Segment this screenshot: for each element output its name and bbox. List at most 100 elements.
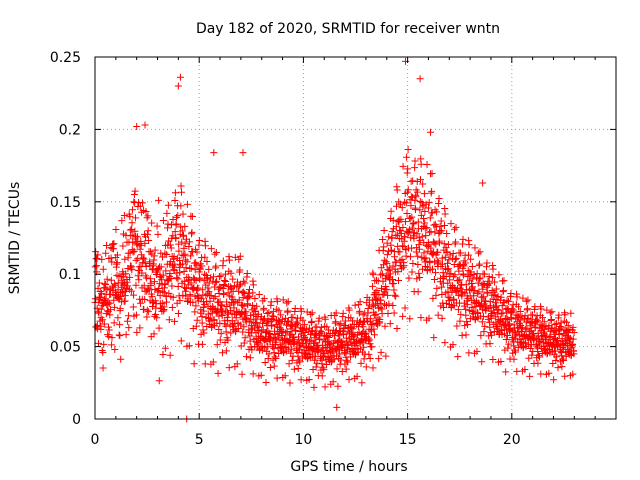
- data-point: [144, 227, 152, 235]
- data-point: [144, 230, 152, 238]
- data-point: [412, 193, 420, 201]
- data-point: [103, 242, 111, 250]
- data-point: [305, 376, 313, 384]
- data-point: [251, 295, 259, 303]
- data-point: [541, 325, 549, 333]
- data-point: [215, 272, 223, 280]
- data-point: [476, 274, 484, 282]
- data-point: [525, 354, 533, 362]
- data-point: [399, 312, 407, 320]
- data-point: [153, 222, 161, 230]
- data-point: [433, 284, 441, 292]
- data-point: [401, 233, 409, 241]
- data-point: [222, 270, 230, 278]
- data-point: [445, 256, 453, 264]
- data-point: [385, 233, 393, 241]
- data-point: [223, 303, 231, 311]
- data-point: [323, 361, 331, 369]
- data-point: [357, 359, 365, 367]
- data-point: [423, 224, 431, 232]
- data-point: [253, 302, 261, 310]
- data-point-outlier: [416, 75, 424, 83]
- data-point: [141, 296, 149, 304]
- data-point: [110, 240, 118, 248]
- data-point: [108, 258, 116, 266]
- data-point: [228, 321, 236, 329]
- data-point: [440, 222, 448, 230]
- data-point: [417, 176, 425, 184]
- data-point: [239, 302, 246, 310]
- data-point: [307, 310, 315, 318]
- data-point: [506, 320, 514, 328]
- data-point: [159, 216, 167, 224]
- data-point: [382, 352, 390, 360]
- data-point: [188, 228, 196, 236]
- data-point: [441, 210, 449, 218]
- data-point: [104, 331, 112, 339]
- data-point: [236, 252, 244, 260]
- data-point: [160, 303, 168, 311]
- data-point: [268, 322, 276, 330]
- data-point: [113, 259, 121, 267]
- data-point: [459, 235, 467, 243]
- data-point: [297, 307, 305, 315]
- data-point: [124, 282, 132, 290]
- data-point: [486, 323, 494, 331]
- data-point: [383, 251, 391, 259]
- data-point: [92, 323, 100, 331]
- data-point: [443, 248, 451, 256]
- data-point: [182, 285, 190, 293]
- data-point: [417, 314, 425, 322]
- data-point: [414, 218, 422, 226]
- data-point: [142, 262, 150, 270]
- data-point: [487, 314, 495, 322]
- data-point: [425, 204, 433, 212]
- data-point: [176, 269, 184, 277]
- data-point: [406, 315, 414, 323]
- data-point: [428, 265, 436, 273]
- data-point: [416, 198, 424, 206]
- data-point: [157, 263, 165, 271]
- data-point: [130, 247, 138, 255]
- data-point: [187, 252, 195, 260]
- data-point: [500, 277, 508, 285]
- data-point: [249, 281, 257, 289]
- data-point: [220, 277, 228, 285]
- data-point: [177, 202, 185, 210]
- data-point: [204, 284, 212, 292]
- data-point: [570, 329, 578, 337]
- data-point: [553, 353, 561, 361]
- data-point: [285, 360, 293, 368]
- data-point: [144, 212, 152, 220]
- data-point: [473, 347, 481, 355]
- data-point: [246, 337, 254, 345]
- data-point: [128, 206, 136, 214]
- data-point: [139, 254, 147, 262]
- data-point: [196, 275, 204, 283]
- data-point: [333, 365, 341, 373]
- data-point: [168, 282, 176, 290]
- data-point: [165, 316, 173, 324]
- data-point: [212, 248, 220, 256]
- data-point: [569, 370, 577, 378]
- data-point-outlier: [174, 82, 182, 90]
- data-point: [383, 286, 391, 294]
- data-point: [100, 320, 108, 328]
- data-point: [468, 263, 476, 271]
- data-point: [382, 258, 390, 266]
- data-point: [438, 283, 446, 291]
- data-point: [316, 327, 324, 335]
- data-point: [441, 339, 449, 347]
- data-point: [236, 266, 244, 274]
- data-point: [181, 250, 189, 258]
- data-point: [95, 279, 103, 287]
- data-point: [239, 328, 247, 336]
- data-point: [411, 157, 419, 165]
- data-point: [490, 309, 498, 317]
- data-point: [426, 214, 434, 222]
- data-point: [239, 277, 247, 285]
- data-point: [421, 219, 429, 227]
- data-point: [225, 256, 233, 264]
- data-point: [385, 300, 393, 308]
- data-point: [432, 291, 440, 299]
